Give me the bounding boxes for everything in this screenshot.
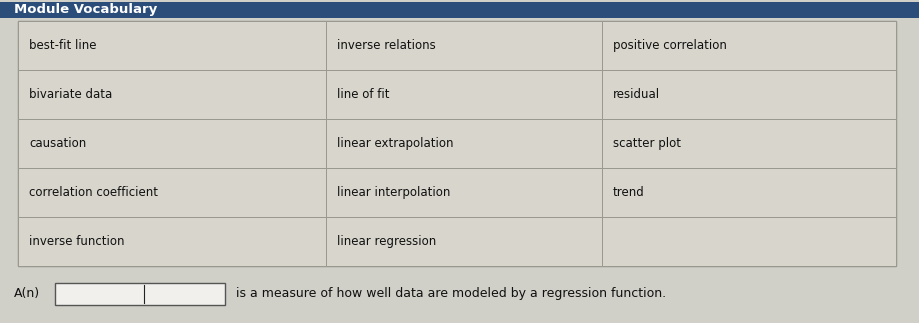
Text: inverse function: inverse function — [29, 235, 125, 248]
Text: positive correlation: positive correlation — [613, 39, 727, 52]
Bar — [602, 119, 896, 168]
Bar — [18, 21, 896, 266]
Bar — [602, 21, 896, 70]
Text: linear extrapolation: linear extrapolation — [337, 137, 454, 150]
Bar — [0, 2, 919, 18]
Text: best-fit line: best-fit line — [29, 39, 96, 52]
Bar — [326, 21, 602, 70]
Bar — [326, 119, 602, 168]
Bar — [18, 168, 326, 217]
Text: inverse relations: inverse relations — [337, 39, 436, 52]
Bar — [602, 70, 896, 119]
Bar — [18, 119, 326, 168]
Bar — [55, 283, 225, 305]
Text: line of fit: line of fit — [337, 88, 390, 101]
Text: scatter plot: scatter plot — [613, 137, 681, 150]
Bar — [326, 217, 602, 266]
Bar — [18, 70, 326, 119]
Bar — [18, 217, 326, 266]
Bar — [326, 168, 602, 217]
Text: A(n): A(n) — [14, 287, 40, 300]
Text: is a measure of how well data are modeled by a regression function.: is a measure of how well data are modele… — [236, 287, 666, 300]
Text: bivariate data: bivariate data — [29, 88, 113, 101]
Bar — [326, 70, 602, 119]
Bar — [602, 217, 896, 266]
Text: linear regression: linear regression — [337, 235, 437, 248]
Text: Module Vocabulary: Module Vocabulary — [14, 3, 157, 16]
Text: linear interpolation: linear interpolation — [337, 186, 450, 199]
Text: correlation coefficient: correlation coefficient — [29, 186, 158, 199]
Bar — [602, 168, 896, 217]
Text: causation: causation — [29, 137, 86, 150]
Text: residual: residual — [613, 88, 660, 101]
Bar — [18, 21, 326, 70]
Text: trend: trend — [613, 186, 645, 199]
